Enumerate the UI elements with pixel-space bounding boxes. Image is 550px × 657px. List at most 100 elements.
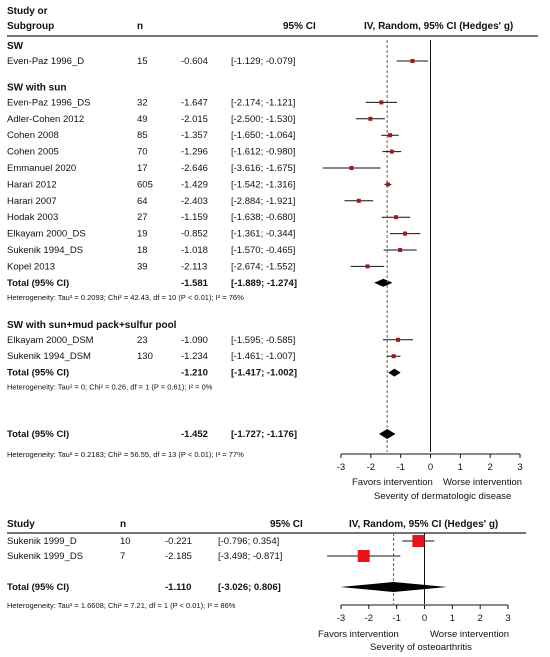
subgroup-total-ci: [-1.889; -1.274]	[231, 278, 297, 289]
study-marker	[368, 116, 373, 121]
subgroup-label: SW	[7, 41, 24, 52]
x-tick-label: -3	[337, 462, 345, 473]
column-header-study: Study	[7, 519, 35, 530]
overall-total-diamond	[378, 429, 396, 439]
study-effect: -0.221	[165, 536, 192, 547]
study-name: Adler-Cohen 2012	[7, 114, 84, 125]
study-n: 23	[137, 335, 148, 346]
study-ci: [-3.498; -0.871]	[218, 551, 282, 562]
study-name: Elkayam 2000_DS	[7, 229, 86, 240]
overall-heterogeneity: Heterogeneity: Tau² = 0.2183; Chi² = 56.…	[7, 450, 244, 459]
study-marker	[395, 337, 400, 342]
study-marker	[349, 166, 354, 170]
study-effect: -1.159	[181, 212, 208, 223]
study-name: Even-Paz 1996_DS	[7, 97, 90, 108]
study-ci: [-3.616; -1.675]	[231, 163, 295, 174]
study-marker	[398, 248, 403, 252]
study-name: Emmanuel 2020	[7, 163, 76, 174]
x-tick-label: -3	[337, 613, 345, 624]
study-name: Kopel 2013	[7, 261, 55, 272]
study-name: Elkayam 2000_DSM	[7, 335, 94, 346]
study-marker	[385, 182, 390, 187]
x-tick-label: 0	[428, 462, 433, 473]
subgroup-total-ci: [-1.417; -1.002]	[231, 368, 297, 379]
x-tick-label: 2	[488, 462, 493, 473]
study-n: 130	[137, 351, 153, 362]
study-effect: -2.403	[181, 196, 208, 207]
subgroup-heterogeneity: Heterogeneity: Tau² = 0.2093; Chi² = 42.…	[7, 293, 244, 302]
study-effect: -0.604	[181, 56, 208, 67]
overall-total-label: Total (95% CI)	[7, 582, 69, 593]
subgroup-heterogeneity: Heterogeneity: Tau² = 0; Chi² = 0.26, df…	[7, 383, 213, 392]
x-tick-label: -1	[396, 462, 404, 473]
study-effect: -2.015	[181, 114, 208, 125]
study-ci: [-2.674; -1.552]	[231, 261, 295, 272]
study-n: 27	[137, 212, 148, 223]
study-ci: [-2.884; -1.921]	[231, 196, 295, 207]
x-axis-title: Severity of dermatologic disease	[374, 491, 511, 502]
study-n: 17	[137, 163, 148, 174]
study-marker	[391, 354, 396, 359]
subgroup-label: SW with sun+mud pack+sulfur pool	[7, 320, 177, 331]
study-ci: [-1.461; -1.007]	[231, 351, 295, 362]
study-n: 39	[137, 261, 148, 272]
study-marker	[356, 198, 361, 203]
x-tick-label: -2	[367, 462, 375, 473]
study-name: Cohen 2008	[7, 130, 59, 141]
study-name: Harari 2012	[7, 179, 57, 190]
study-ci: [-1.595; -0.585]	[231, 335, 295, 346]
study-name: Even-Paz 1996_D	[7, 56, 84, 67]
plot-title: IV, Random, 95% CI (Hedges' g)	[364, 21, 513, 32]
study-marker	[393, 215, 398, 220]
study-marker	[388, 133, 393, 138]
study-marker	[379, 100, 384, 105]
study-n: 85	[137, 130, 148, 141]
study-name: Sukenik 1994_DS	[7, 245, 83, 256]
x-axis-label-right: Worse intervention	[430, 629, 509, 640]
study-effect: -2.646	[181, 163, 208, 174]
column-header-study: Study or	[7, 6, 48, 17]
study-name: Sukenik 1999_D	[7, 536, 77, 547]
x-axis-label-right: Worse intervention	[443, 477, 522, 488]
x-tick-label: 1	[458, 462, 463, 473]
study-n: 18	[137, 245, 148, 256]
study-n: 70	[137, 147, 148, 158]
column-header-ci: 95% CI	[270, 519, 303, 530]
subgroup-total-label: Total (95% CI)	[7, 368, 69, 379]
study-ci: [-1.542; -1.316]	[231, 179, 295, 190]
subgroup-total-diamond	[374, 278, 393, 287]
study-marker	[410, 59, 415, 63]
study-n: 10	[120, 536, 131, 547]
study-ci: [-1.570; -0.465]	[231, 245, 295, 256]
overall-total-ci: [-3.026; 0.806]	[218, 582, 281, 593]
study-n: 15	[137, 56, 148, 67]
study-effect: -0.852	[181, 229, 208, 240]
study-ci: [-1.650; -1.064]	[231, 130, 295, 141]
x-tick-label: -2	[365, 613, 373, 624]
overall-total-ci: [-1.727; -1.176]	[231, 429, 297, 440]
x-axis-title: Severity of osteoarthritis	[370, 642, 472, 653]
study-ci: [-1.129; -0.079]	[231, 56, 295, 67]
column-header-ci: 95% CI	[283, 21, 316, 32]
study-effect: -1.429	[181, 179, 208, 190]
study-ci: [-1.612; -0.980]	[231, 147, 295, 158]
column-header-subgroup: Subgroup	[7, 21, 54, 32]
x-tick-label: 1	[450, 613, 455, 624]
study-ci: [-1.361; -0.344]	[231, 229, 295, 240]
x-tick-label: -1	[392, 613, 400, 624]
x-tick-label: 3	[517, 462, 522, 473]
subgroup-total-effect: -1.210	[181, 368, 208, 379]
study-effect: -2.113	[181, 261, 207, 272]
study-name: Sukenik 1994_DSM	[7, 351, 91, 362]
x-axis-label-left: Favors intervention	[352, 477, 433, 488]
x-axis-label-left: Favors intervention	[318, 629, 399, 640]
study-ci: [-1.638; -0.680]	[231, 212, 295, 223]
study-n: 64	[137, 196, 148, 207]
overall-total-effect: -1.452	[181, 429, 208, 440]
study-marker	[412, 535, 425, 547]
x-tick-label: 0	[422, 613, 427, 624]
study-effect: -1.018	[181, 245, 208, 256]
overall-heterogeneity: Heterogeneity: Tau² = 1.6608; Chi² = 7.2…	[7, 601, 236, 610]
study-marker	[403, 231, 408, 236]
